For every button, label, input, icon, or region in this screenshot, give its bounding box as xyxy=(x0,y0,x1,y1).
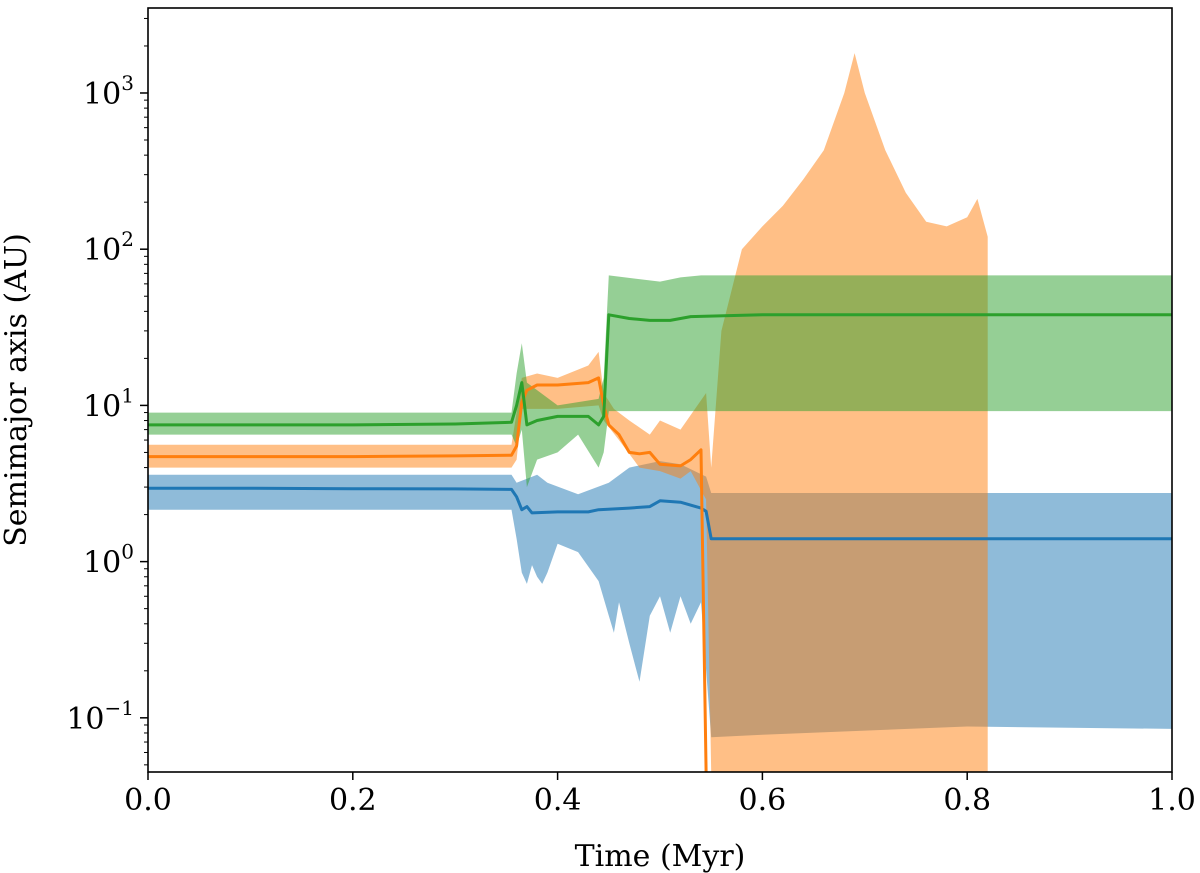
x-tick-labels: 0.0 0.2 0.4 0.6 0.8 1.0 xyxy=(124,783,1196,818)
y-tick-label-exponent: 1 xyxy=(121,383,134,407)
y-tick-label: 102 xyxy=(83,227,134,268)
x-tick-label: 0.6 xyxy=(739,783,787,818)
uncertainty-bands xyxy=(148,53,1172,772)
y-tick-label-base: 10 xyxy=(83,233,121,268)
series-lines xyxy=(148,313,1172,772)
y-axis-label: Semimajor axis (AU) xyxy=(0,233,34,547)
line-series-1 xyxy=(148,486,1172,541)
x-tick-label: 0.2 xyxy=(329,783,377,818)
line-series-2 xyxy=(148,376,708,772)
line-series-3 xyxy=(148,313,1172,427)
x-tick-label: 0.0 xyxy=(124,783,172,818)
band-series-3 xyxy=(148,275,1172,488)
y-tick-label: 103 xyxy=(83,71,134,112)
y-tick-label-base: 10 xyxy=(83,546,121,581)
x-tick-label: 0.4 xyxy=(534,783,582,818)
band-series-1 xyxy=(148,461,1172,738)
y-tick-label: 101 xyxy=(83,383,134,424)
y-tick-label: 100 xyxy=(83,540,134,581)
y-tick-label-exponent: 2 xyxy=(121,227,134,251)
band-series-2 xyxy=(148,53,988,772)
y-tick-label-exponent: 0 xyxy=(121,540,134,564)
x-tick-label: 1.0 xyxy=(1148,783,1196,818)
y-tick-label-base: 10 xyxy=(83,77,121,112)
plot-frame xyxy=(147,7,1173,773)
y-tick-label-exponent: −1 xyxy=(105,696,134,720)
x-tick-label: 0.8 xyxy=(943,783,991,818)
y-tick-label-base: 10 xyxy=(66,702,104,737)
y-tick-label-base: 10 xyxy=(83,389,121,424)
axis-ticks xyxy=(140,17,1173,780)
y-tick-label: 10−1 xyxy=(66,696,134,737)
y-tick-label-exponent: 3 xyxy=(121,71,134,95)
x-axis-label: Time (Myr) xyxy=(575,839,746,873)
